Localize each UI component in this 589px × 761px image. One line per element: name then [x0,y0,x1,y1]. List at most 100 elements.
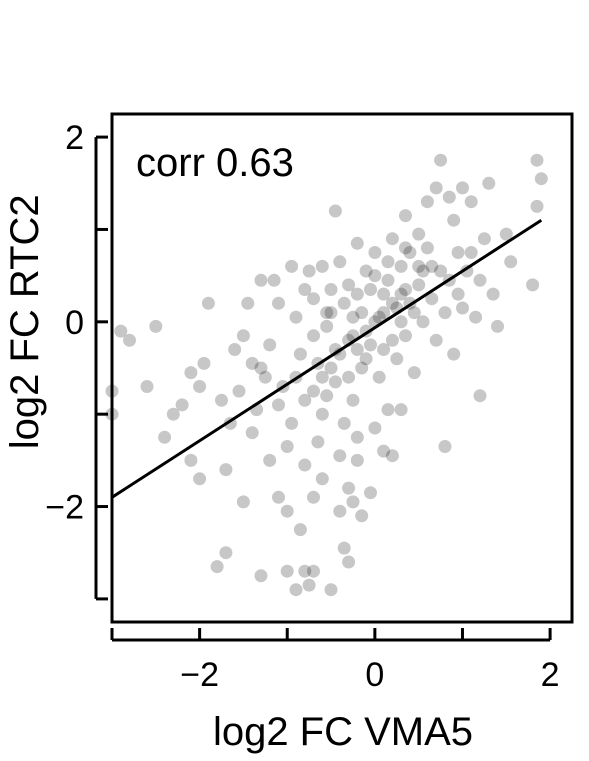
data-point [372,370,386,384]
data-point [219,463,233,477]
data-point [350,287,364,301]
x-tick-label: −2 [180,656,219,694]
data-point [394,315,408,329]
data-point [302,578,316,592]
data-point [315,259,329,273]
data-point [184,366,198,380]
data-point [359,352,373,366]
data-point [530,199,544,213]
data-point [534,172,548,186]
data-point [258,370,272,384]
data-point [491,319,504,333]
data-point [311,435,325,449]
data-point [140,380,154,393]
data-point [342,555,356,569]
data-point [197,356,211,370]
data-point [333,449,347,463]
y-tick-label: 2 [65,119,84,157]
data-point [526,278,540,292]
data-point [403,246,417,259]
data-point [385,333,399,347]
data-point [486,287,500,301]
fit-line [111,218,543,499]
data-point [289,583,303,597]
data-point [399,209,412,223]
data-point [263,453,277,467]
data-point [307,329,320,343]
data-point [346,495,360,509]
data-point [364,283,377,296]
data-point [350,430,364,444]
data-point [385,449,399,463]
data-point [285,416,299,430]
data-point [368,269,382,283]
data-point [434,153,448,167]
data-point [346,393,360,407]
data-point [289,310,303,324]
data-point [324,306,338,320]
data-point [456,301,469,315]
data-point [447,347,461,361]
data-point [328,204,342,218]
data-point [438,306,452,320]
data-point [359,264,373,278]
data-point [346,310,360,324]
data-point [416,264,430,278]
data-point [473,273,487,287]
data-point [420,241,434,255]
data-point [315,407,329,421]
data-point [429,181,443,195]
corr-annotation: corr 0.63 [136,141,294,185]
data-point [412,278,426,292]
data-point [364,486,377,500]
data-point [267,273,281,287]
data-point [201,296,215,310]
data-point [350,236,364,250]
data-point [307,384,320,398]
y-axis: −2 0 2 [45,119,108,601]
data-point [320,319,334,333]
data-point [407,306,421,320]
data-point [368,246,382,259]
data-point [236,329,250,343]
data-point [530,153,544,167]
data-point [429,333,443,347]
data-point [377,343,391,356]
data-point [272,490,285,504]
data-point [416,315,430,329]
data-point [477,232,491,246]
data-point [412,259,426,273]
data-point [184,453,198,467]
data-point [219,546,233,560]
data-point [377,306,391,320]
data-point [473,389,487,403]
data-point [381,403,395,417]
data-point [114,324,128,338]
data-point [425,259,439,273]
data-point [149,319,163,333]
x-tick-label: 2 [541,656,560,694]
data-point [442,190,456,204]
data-point [193,380,207,393]
data-point [337,296,351,310]
data-point [263,338,277,352]
data-point [394,259,408,273]
data-point [368,421,382,435]
data-point [245,426,259,440]
data-point [272,398,285,412]
data-point [298,458,312,472]
data-point [377,287,391,301]
data-point [324,583,338,597]
data-point [399,329,412,343]
data-point [236,495,250,509]
data-point [372,310,386,324]
data-point [377,444,391,458]
data-point [385,296,399,310]
data-point [407,366,421,380]
data-point [394,403,408,417]
data-point [245,356,259,370]
data-point [272,296,285,310]
data-point [355,361,369,375]
data-point [394,287,408,301]
